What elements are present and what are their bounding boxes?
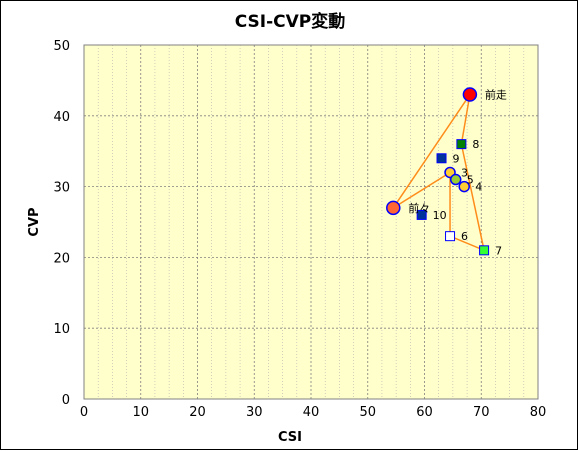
x-axis-title: CSI — [278, 430, 302, 445]
x-tick-label: 70 — [473, 405, 490, 420]
data-markers — [386, 87, 490, 256]
tick-labels: 0 10 20 30 40 50 60 70 80 0 10 20 30 40 50 — [53, 39, 546, 420]
point-label-前走: 前走 — [485, 88, 507, 102]
point-label-7: 7 — [495, 244, 502, 257]
marker-前走 — [462, 87, 478, 102]
point-label-6: 6 — [461, 230, 468, 243]
point-label-3: 3 — [461, 166, 468, 179]
x-tick-label: 0 — [80, 405, 88, 420]
chart-title: CSI-CVP変動 — [235, 11, 346, 32]
marker-6 — [445, 231, 456, 242]
marker-10 — [416, 209, 427, 220]
x-tick-label: 40 — [303, 405, 320, 420]
y-tick-label: 40 — [53, 110, 70, 125]
marker-9 — [436, 153, 447, 164]
point-label-10: 10 — [433, 209, 447, 222]
point-label-4: 4 — [475, 181, 482, 194]
grid-lines — [83, 44, 539, 400]
x-tick-label: 10 — [132, 405, 149, 420]
point-label-5: 5 — [467, 174, 474, 187]
point-label-8: 8 — [472, 138, 479, 151]
marker-8 — [456, 139, 467, 150]
y-tick-label: 30 — [53, 181, 70, 196]
x-tick-label: 30 — [246, 405, 263, 420]
marker-7 — [479, 245, 490, 256]
y-axis-title: CVP — [27, 207, 42, 236]
y-tick-label: 0 — [62, 393, 70, 408]
marker-4 — [458, 180, 470, 193]
x-tick-label: 20 — [189, 405, 206, 420]
y-tick-label: 50 — [53, 39, 70, 54]
x-tick-label: 80 — [530, 405, 547, 420]
y-tick-label: 10 — [53, 322, 70, 337]
point-label-9: 9 — [453, 152, 460, 165]
x-tick-label: 60 — [416, 405, 433, 420]
x-tick-label: 50 — [359, 405, 376, 420]
marker-5 — [449, 173, 462, 186]
point-label-前々: 前々 — [408, 201, 430, 215]
y-tick-label: 20 — [53, 251, 70, 266]
marker-前々 — [386, 200, 401, 216]
